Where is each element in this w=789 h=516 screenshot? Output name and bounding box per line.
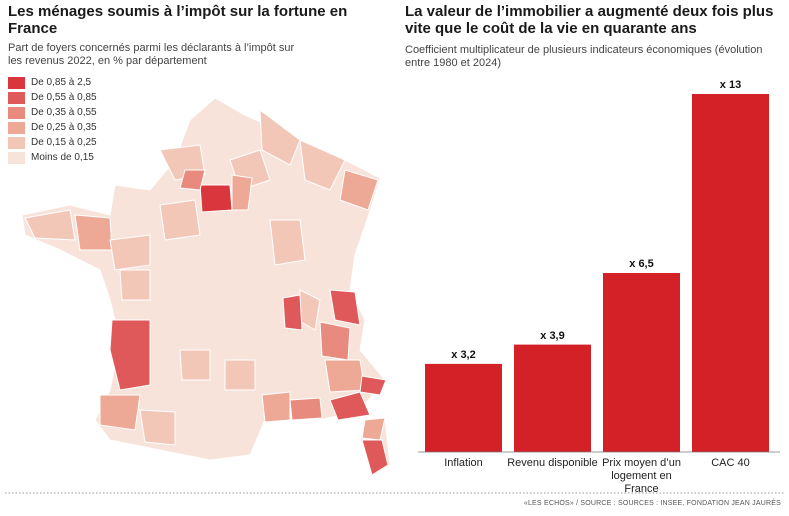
map-department xyxy=(269,219,306,266)
x-tick-label: Revenu disponible xyxy=(507,457,598,469)
map-department xyxy=(329,289,361,326)
map-department xyxy=(299,139,346,191)
map-department xyxy=(109,319,151,391)
map-department xyxy=(24,209,76,241)
map-department xyxy=(231,174,253,211)
map-department xyxy=(329,391,371,421)
map-department xyxy=(261,391,291,423)
value-label: x 6,5 xyxy=(629,258,654,270)
map-title: Les ménages soumis à l’impôt sur la fort… xyxy=(8,3,348,37)
value-label: x 3,9 xyxy=(540,329,565,342)
map-department xyxy=(319,321,351,361)
bar xyxy=(603,273,680,452)
map-department xyxy=(282,294,303,331)
map-department xyxy=(109,234,151,271)
legend-label: De 0,85 à 2,5 xyxy=(31,77,92,88)
map-department xyxy=(361,439,389,476)
map-department xyxy=(179,349,211,381)
bar xyxy=(425,363,502,452)
map-department xyxy=(139,409,176,446)
value-label: x 3,2 xyxy=(451,348,476,361)
legend-label: De 0,35 à 0,55 xyxy=(31,107,97,118)
legend-label: De 0,15 à 0,25 xyxy=(31,137,97,148)
x-tick-label: Inflation xyxy=(444,457,483,469)
map-subtitle: Part de foyers concernés parmi les décla… xyxy=(8,42,295,67)
map-department xyxy=(179,169,206,191)
legend-swatch xyxy=(8,107,25,119)
source: «LES ECHOS» / SOURCE : SOURCES : INSEE, … xyxy=(523,500,781,507)
map-department xyxy=(74,214,113,251)
map-department xyxy=(119,269,151,301)
bar xyxy=(692,94,769,452)
x-tick-label: Prix moyen d’un logement en France xyxy=(602,457,681,495)
map-department xyxy=(339,169,379,211)
bar xyxy=(514,344,591,452)
legend-label: Moins de 0,15 xyxy=(31,152,94,163)
legend-label: De 0,25 à 0,35 xyxy=(31,122,97,133)
legend-swatch xyxy=(8,137,25,149)
legend-swatch xyxy=(8,122,25,134)
legend-label: De 0,55 à 0,85 xyxy=(31,92,97,103)
map-department xyxy=(224,359,256,391)
legend-swatch xyxy=(8,77,25,89)
bar-title: La valeur de l’immobilier a augmenté deu… xyxy=(405,3,774,37)
legend-swatch xyxy=(8,152,25,164)
map-department xyxy=(324,359,366,393)
bar-subtitle: Coefficient multiplicateur de plusieurs … xyxy=(405,44,763,69)
map-department xyxy=(199,184,233,213)
map-department xyxy=(159,199,201,241)
map-department xyxy=(289,397,323,421)
map-department xyxy=(359,375,387,396)
map-department xyxy=(99,394,141,431)
legend-swatch xyxy=(8,92,25,104)
map-department xyxy=(259,108,301,166)
value-label: x 13 xyxy=(719,79,742,91)
x-tick-label: CAC 40 xyxy=(711,457,750,469)
map-france xyxy=(21,97,386,461)
